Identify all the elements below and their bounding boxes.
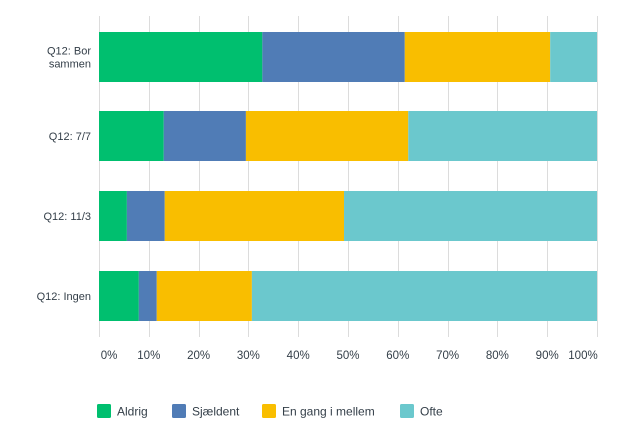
bar-segment: [344, 191, 597, 241]
x-tick-label: 20%: [187, 350, 210, 362]
bar-segment: [251, 271, 598, 321]
bar-segment: [262, 32, 405, 82]
bar-segment: [404, 32, 551, 82]
category-label: sammen: [49, 59, 91, 71]
x-tick-label: 80%: [486, 350, 509, 362]
bar-segment: [408, 111, 597, 161]
bar-segment: [99, 271, 139, 321]
x-tick-label: 100%: [568, 350, 597, 362]
x-tick-label: 40%: [287, 350, 310, 362]
bar-segment: [126, 191, 165, 241]
x-tick-label: 70%: [436, 350, 459, 362]
bar-segment: [245, 111, 409, 161]
x-tick-label: 60%: [386, 350, 409, 362]
legend: Aldrig Sjældent En gang i mellem Ofte: [97, 404, 443, 419]
legend-label: Aldrig: [117, 405, 148, 419]
x-tick-label: 50%: [336, 350, 359, 362]
bar-segment: [99, 191, 127, 241]
category-label: Q12: Ingen: [37, 291, 91, 303]
legend-label: En gang i mellem: [282, 405, 375, 419]
bar-segment: [99, 32, 263, 82]
legend-label: Sjældent: [192, 405, 240, 419]
x-tick-label: 0%: [101, 350, 118, 362]
legend-swatch: [262, 404, 276, 418]
bar-segment: [99, 111, 164, 161]
category-label: Q12: Bor: [47, 46, 91, 58]
x-tick-label: 30%: [237, 350, 260, 362]
bar-segment: [164, 191, 345, 241]
category-label: Q12: 11/3: [44, 211, 92, 223]
category-label: Q12: 7/7: [49, 131, 91, 143]
legend-swatch: [400, 404, 414, 418]
x-tick-label: 10%: [137, 350, 160, 362]
legend-swatch: [172, 404, 186, 418]
legend-label: Ofte: [420, 405, 443, 419]
bars: [99, 32, 598, 321]
bar-segment: [163, 111, 246, 161]
legend-swatch: [97, 404, 111, 418]
x-axis-ticks: 0% 10% 20% 30% 40% 50% 60% 70% 80% 90% 100%: [101, 350, 598, 362]
x-tick-label: 90%: [536, 350, 559, 362]
bar-segment: [550, 32, 597, 82]
bar-segment: [156, 271, 252, 321]
bar-segment: [138, 271, 157, 321]
